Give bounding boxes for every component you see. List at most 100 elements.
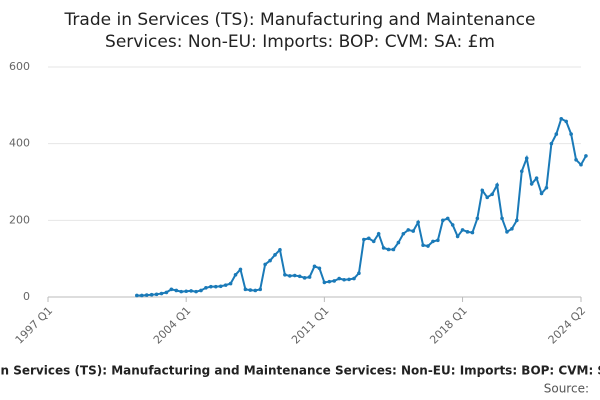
point [248,288,253,292]
point [218,284,223,289]
point [455,234,460,239]
point [381,246,386,250]
chart-title: Trade in Services (TS): Manufacturing an… [64,10,536,52]
point [263,262,267,267]
point [544,185,549,190]
point [332,279,337,283]
point [258,287,263,292]
point [228,281,233,286]
point [470,230,475,235]
point [179,289,184,294]
point [475,216,480,221]
point [500,216,504,221]
point [312,264,317,269]
point [243,287,248,292]
point [135,293,139,298]
point [233,272,238,277]
point [307,275,312,279]
point [431,239,435,244]
point [441,218,445,223]
point [421,243,425,248]
point [357,271,361,276]
point [524,156,529,161]
point [288,274,292,278]
point [391,247,396,252]
point [495,183,499,187]
point [174,288,179,293]
point [460,228,465,232]
x-tick-label: 2018 Q1 [427,304,470,347]
point [337,276,341,281]
point [386,247,391,252]
point [159,291,164,296]
point [539,191,544,196]
point [579,162,583,167]
point [362,237,366,242]
y-tick-label: 0 [23,290,30,303]
y-tick-label: 400 [9,137,30,150]
point [411,229,416,233]
point [164,290,169,295]
point [184,289,188,294]
source: Source: [544,382,589,396]
point [297,274,302,279]
point [238,267,243,272]
point [426,244,430,248]
point [401,231,406,236]
point [450,223,455,227]
point [584,154,588,158]
point [327,279,332,284]
point [317,266,322,271]
point [283,272,287,277]
point [376,231,381,236]
point [490,192,494,197]
point [445,216,450,221]
point [564,119,568,124]
x-tick-label: 2011 Q1 [289,304,332,347]
point [569,132,573,136]
point [253,288,258,293]
point [416,220,420,225]
y-tick-label: 600 [9,60,30,73]
point [465,230,470,234]
point [302,276,307,280]
point [213,284,218,289]
x-tick-label: 2024 Q2 [546,304,589,347]
point [223,283,228,287]
point [510,226,514,231]
point [169,287,174,292]
point [515,218,519,223]
point [154,292,159,297]
point [396,240,401,245]
point [485,195,490,200]
point [406,228,411,232]
point [352,276,356,281]
y-tick-label: 200 [9,213,30,226]
point [278,248,282,252]
point [480,188,485,193]
point [554,132,559,136]
point [204,286,208,290]
point [194,289,198,294]
point [149,292,154,297]
point [366,236,371,241]
point [199,288,203,293]
point [268,258,272,263]
point [505,230,509,234]
point [209,284,213,289]
x-tick-label: 2004 Q1 [151,304,194,347]
point [322,280,327,285]
point [436,238,440,243]
series-line [136,117,587,297]
point [144,293,149,297]
x-tick-label: 1997 Q1 [13,304,56,347]
point [139,293,144,298]
point [189,289,193,293]
point [549,141,554,146]
point [273,253,277,257]
footer-title: Trade in Services (TS): Manufacturing an… [0,364,600,378]
point [371,239,376,244]
point [559,116,564,121]
point [534,176,539,180]
